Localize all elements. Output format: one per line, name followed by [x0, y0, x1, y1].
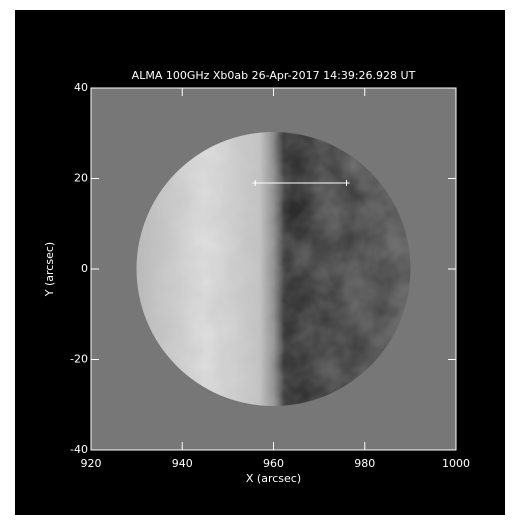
y-tick-label: -40: [70, 443, 88, 456]
y-tick-label: 0: [81, 262, 88, 275]
y-axis-label: Y (arcsec): [43, 242, 56, 297]
x-tick-label: 920: [81, 457, 102, 470]
x-tick-label: 960: [263, 457, 284, 470]
y-tick-label: 20: [74, 172, 88, 185]
x-tick-label: 1000: [442, 457, 470, 470]
x-tick-label: 980: [354, 457, 375, 470]
segment-end: [343, 180, 350, 187]
y-tick-label: 40: [74, 81, 88, 94]
solar-disc: [136, 132, 411, 406]
y-tick-label: -20: [70, 353, 88, 366]
chart-title: ALMA 100GHz Xb0ab 26-Apr-2017 14:39:26.9…: [132, 69, 416, 82]
x-tick-label: 940: [172, 457, 193, 470]
x-axis-label: X (arcsec): [246, 472, 301, 485]
segment-end: [252, 180, 259, 187]
